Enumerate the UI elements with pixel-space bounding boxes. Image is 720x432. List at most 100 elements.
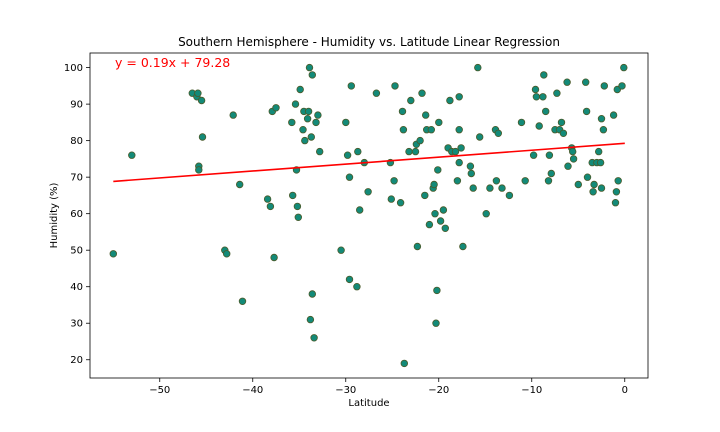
y-tick-label: 90	[70, 100, 83, 111]
data-point	[405, 147, 413, 156]
data-point	[582, 78, 590, 86]
data-point	[466, 162, 475, 170]
data-point	[294, 213, 302, 221]
data-point	[469, 184, 477, 192]
data-point	[288, 118, 296, 127]
data-point	[407, 96, 415, 105]
data-point	[413, 242, 422, 251]
data-point	[539, 93, 547, 101]
y-tick-label: 30	[70, 319, 83, 330]
data-point	[238, 297, 247, 305]
data-point	[553, 89, 561, 97]
y-tick-label: 20	[70, 355, 83, 366]
data-point	[589, 188, 597, 196]
data-point	[455, 93, 463, 101]
data-point	[453, 177, 462, 185]
data-point	[270, 253, 278, 262]
data-point	[197, 96, 206, 105]
data-point	[498, 184, 506, 192]
data-point	[347, 82, 355, 90]
x-tick-label: −30	[335, 385, 356, 396]
data-point	[544, 177, 553, 185]
x-tick-label: −10	[521, 385, 542, 396]
regression-line	[113, 142, 625, 183]
data-point	[229, 111, 237, 119]
data-point	[532, 93, 541, 101]
data-point	[434, 166, 442, 174]
data-point	[356, 206, 364, 214]
data-point	[517, 118, 526, 127]
data-point	[457, 144, 465, 152]
data-point	[467, 169, 475, 178]
data-point	[612, 188, 621, 196]
data-point	[291, 100, 300, 108]
data-point	[474, 63, 482, 72]
data-point	[316, 147, 324, 156]
data-point	[411, 147, 420, 156]
data-point	[582, 107, 591, 116]
y-tick-label: 80	[70, 136, 83, 147]
data-point	[400, 359, 408, 368]
plot-frame	[89, 52, 649, 379]
x-tick-label: −50	[149, 385, 170, 396]
data-point	[618, 82, 626, 90]
data-point	[595, 147, 603, 156]
data-point	[492, 177, 501, 185]
data-point	[486, 184, 494, 192]
data-point	[494, 129, 502, 137]
data-point	[310, 334, 318, 342]
data-point	[559, 129, 568, 137]
data-point	[614, 177, 622, 185]
data-point	[299, 125, 307, 134]
data-point	[535, 122, 543, 130]
y-tick-label: 70	[70, 173, 83, 184]
data-point	[569, 147, 577, 156]
data-point	[436, 217, 445, 225]
y-tick-label: 60	[70, 209, 83, 220]
data-point	[446, 96, 454, 105]
data-point	[476, 133, 484, 141]
data-point	[599, 125, 608, 134]
data-point	[564, 162, 572, 170]
data-point	[337, 246, 345, 254]
x-tick-label: −20	[428, 385, 449, 396]
data-point	[422, 111, 430, 119]
data-point	[583, 173, 592, 181]
x-tick-label: −40	[242, 385, 263, 396]
data-point	[306, 315, 315, 324]
data-point	[459, 242, 467, 251]
data-point	[272, 104, 280, 112]
data-point	[293, 202, 302, 211]
data-point	[416, 136, 424, 145]
regression-equation: y = 0.19x + 79.28	[115, 55, 230, 70]
data-point	[597, 114, 606, 123]
data-point	[455, 158, 463, 167]
data-point	[596, 158, 605, 167]
data-point	[235, 180, 244, 189]
data-point	[611, 198, 620, 207]
data-point	[266, 202, 275, 211]
data-point	[308, 71, 316, 79]
data-point	[312, 118, 320, 127]
data-point	[194, 89, 202, 97]
x-axis-label: Latitude	[348, 398, 389, 409]
data-point	[432, 319, 440, 327]
data-point	[439, 206, 448, 214]
data-point	[303, 114, 312, 123]
x-tick-label: 0	[622, 385, 628, 396]
data-point	[296, 85, 304, 94]
data-point	[342, 118, 350, 127]
y-axis: 20 30 40 50 60 70 80 90 100	[64, 63, 90, 366]
data-point	[391, 82, 399, 90]
data-point	[482, 209, 490, 218]
data-point	[600, 82, 608, 90]
data-point	[609, 111, 618, 119]
data-point	[569, 155, 578, 163]
data-point	[345, 275, 354, 284]
data-point	[372, 89, 381, 97]
x-axis: −50 −40 −30 −20 −10 0	[149, 378, 628, 396]
data-point	[308, 290, 316, 298]
plot-area	[109, 63, 628, 368]
data-point	[435, 118, 443, 127]
